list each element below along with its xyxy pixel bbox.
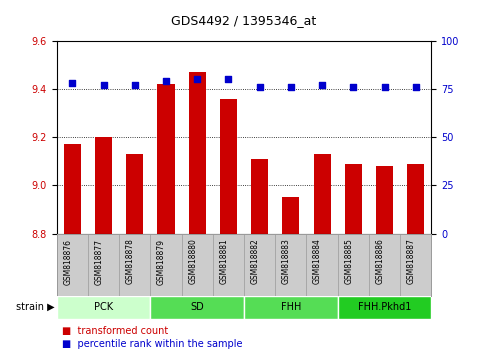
Text: ■  percentile rank within the sample: ■ percentile rank within the sample	[62, 339, 242, 349]
Text: GSM818884: GSM818884	[313, 239, 322, 285]
Text: strain ▶: strain ▶	[16, 302, 54, 312]
Text: GSM818886: GSM818886	[376, 239, 385, 285]
Bar	[95, 137, 112, 234]
Bar	[345, 164, 362, 234]
Text: GSM818876: GSM818876	[63, 239, 72, 285]
Bar	[189, 72, 206, 234]
Bar	[407, 164, 424, 234]
Text: GSM818882: GSM818882	[250, 239, 260, 284]
Text: GSM818881: GSM818881	[219, 239, 228, 284]
Text: ■  transformed count: ■ transformed count	[62, 326, 168, 336]
Text: GSM818883: GSM818883	[282, 239, 291, 285]
Bar	[244, 296, 338, 319]
Point	[256, 84, 264, 90]
Bar	[282, 198, 299, 234]
Text: GSM818879: GSM818879	[157, 239, 166, 285]
Point	[69, 80, 76, 86]
Bar	[314, 154, 331, 234]
Bar	[157, 84, 175, 234]
Point	[131, 82, 139, 88]
Text: GSM818880: GSM818880	[188, 239, 197, 285]
Bar	[64, 144, 81, 234]
Point	[350, 84, 357, 90]
Text: FHH.Pkhd1: FHH.Pkhd1	[358, 302, 411, 312]
Text: GSM818887: GSM818887	[407, 239, 416, 285]
Point	[193, 76, 201, 82]
Bar	[57, 296, 150, 319]
Bar	[251, 159, 268, 234]
Point	[412, 84, 420, 90]
Text: GSM818885: GSM818885	[344, 239, 353, 285]
Point	[381, 84, 388, 90]
Bar	[376, 166, 393, 234]
Point	[162, 78, 170, 84]
Bar	[126, 154, 143, 234]
Bar	[150, 296, 244, 319]
Text: GSM818877: GSM818877	[95, 239, 104, 285]
Point	[318, 82, 326, 88]
Bar	[338, 296, 431, 319]
Text: SD: SD	[190, 302, 204, 312]
Text: FHH: FHH	[281, 302, 301, 312]
Bar	[220, 99, 237, 234]
Text: GDS4492 / 1395346_at: GDS4492 / 1395346_at	[172, 13, 317, 27]
Point	[224, 76, 232, 82]
Text: PCK: PCK	[94, 302, 113, 312]
Text: GSM818878: GSM818878	[126, 239, 135, 285]
Point	[100, 82, 107, 88]
Point	[287, 84, 295, 90]
